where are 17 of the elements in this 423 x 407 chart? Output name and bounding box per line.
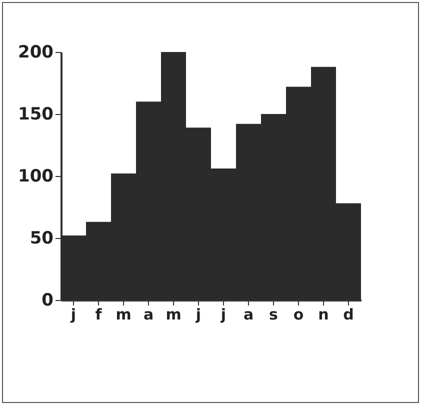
y-tick-label: 100 (18, 166, 54, 186)
x-tick-label: j (70, 306, 76, 324)
y-tick-label: 50 (30, 228, 54, 248)
x-tick-label: m (166, 306, 182, 324)
x-tick-label: m (116, 306, 132, 324)
y-tick-label: 0 (42, 290, 54, 310)
x-tick-label: j (220, 306, 226, 324)
x-tick-label: n (318, 306, 329, 324)
y-tick-label: 150 (18, 104, 54, 124)
x-tick-label: j (194, 306, 202, 324)
y-tick-label: 200 (18, 42, 54, 62)
x-tick-label: s (269, 306, 278, 324)
x-tick-label: f (95, 306, 102, 324)
x-tick-label: d (343, 306, 354, 324)
x-tick-label: o (293, 306, 304, 324)
x-tick-label: a (243, 306, 254, 324)
x-tick-label: a (143, 306, 154, 324)
